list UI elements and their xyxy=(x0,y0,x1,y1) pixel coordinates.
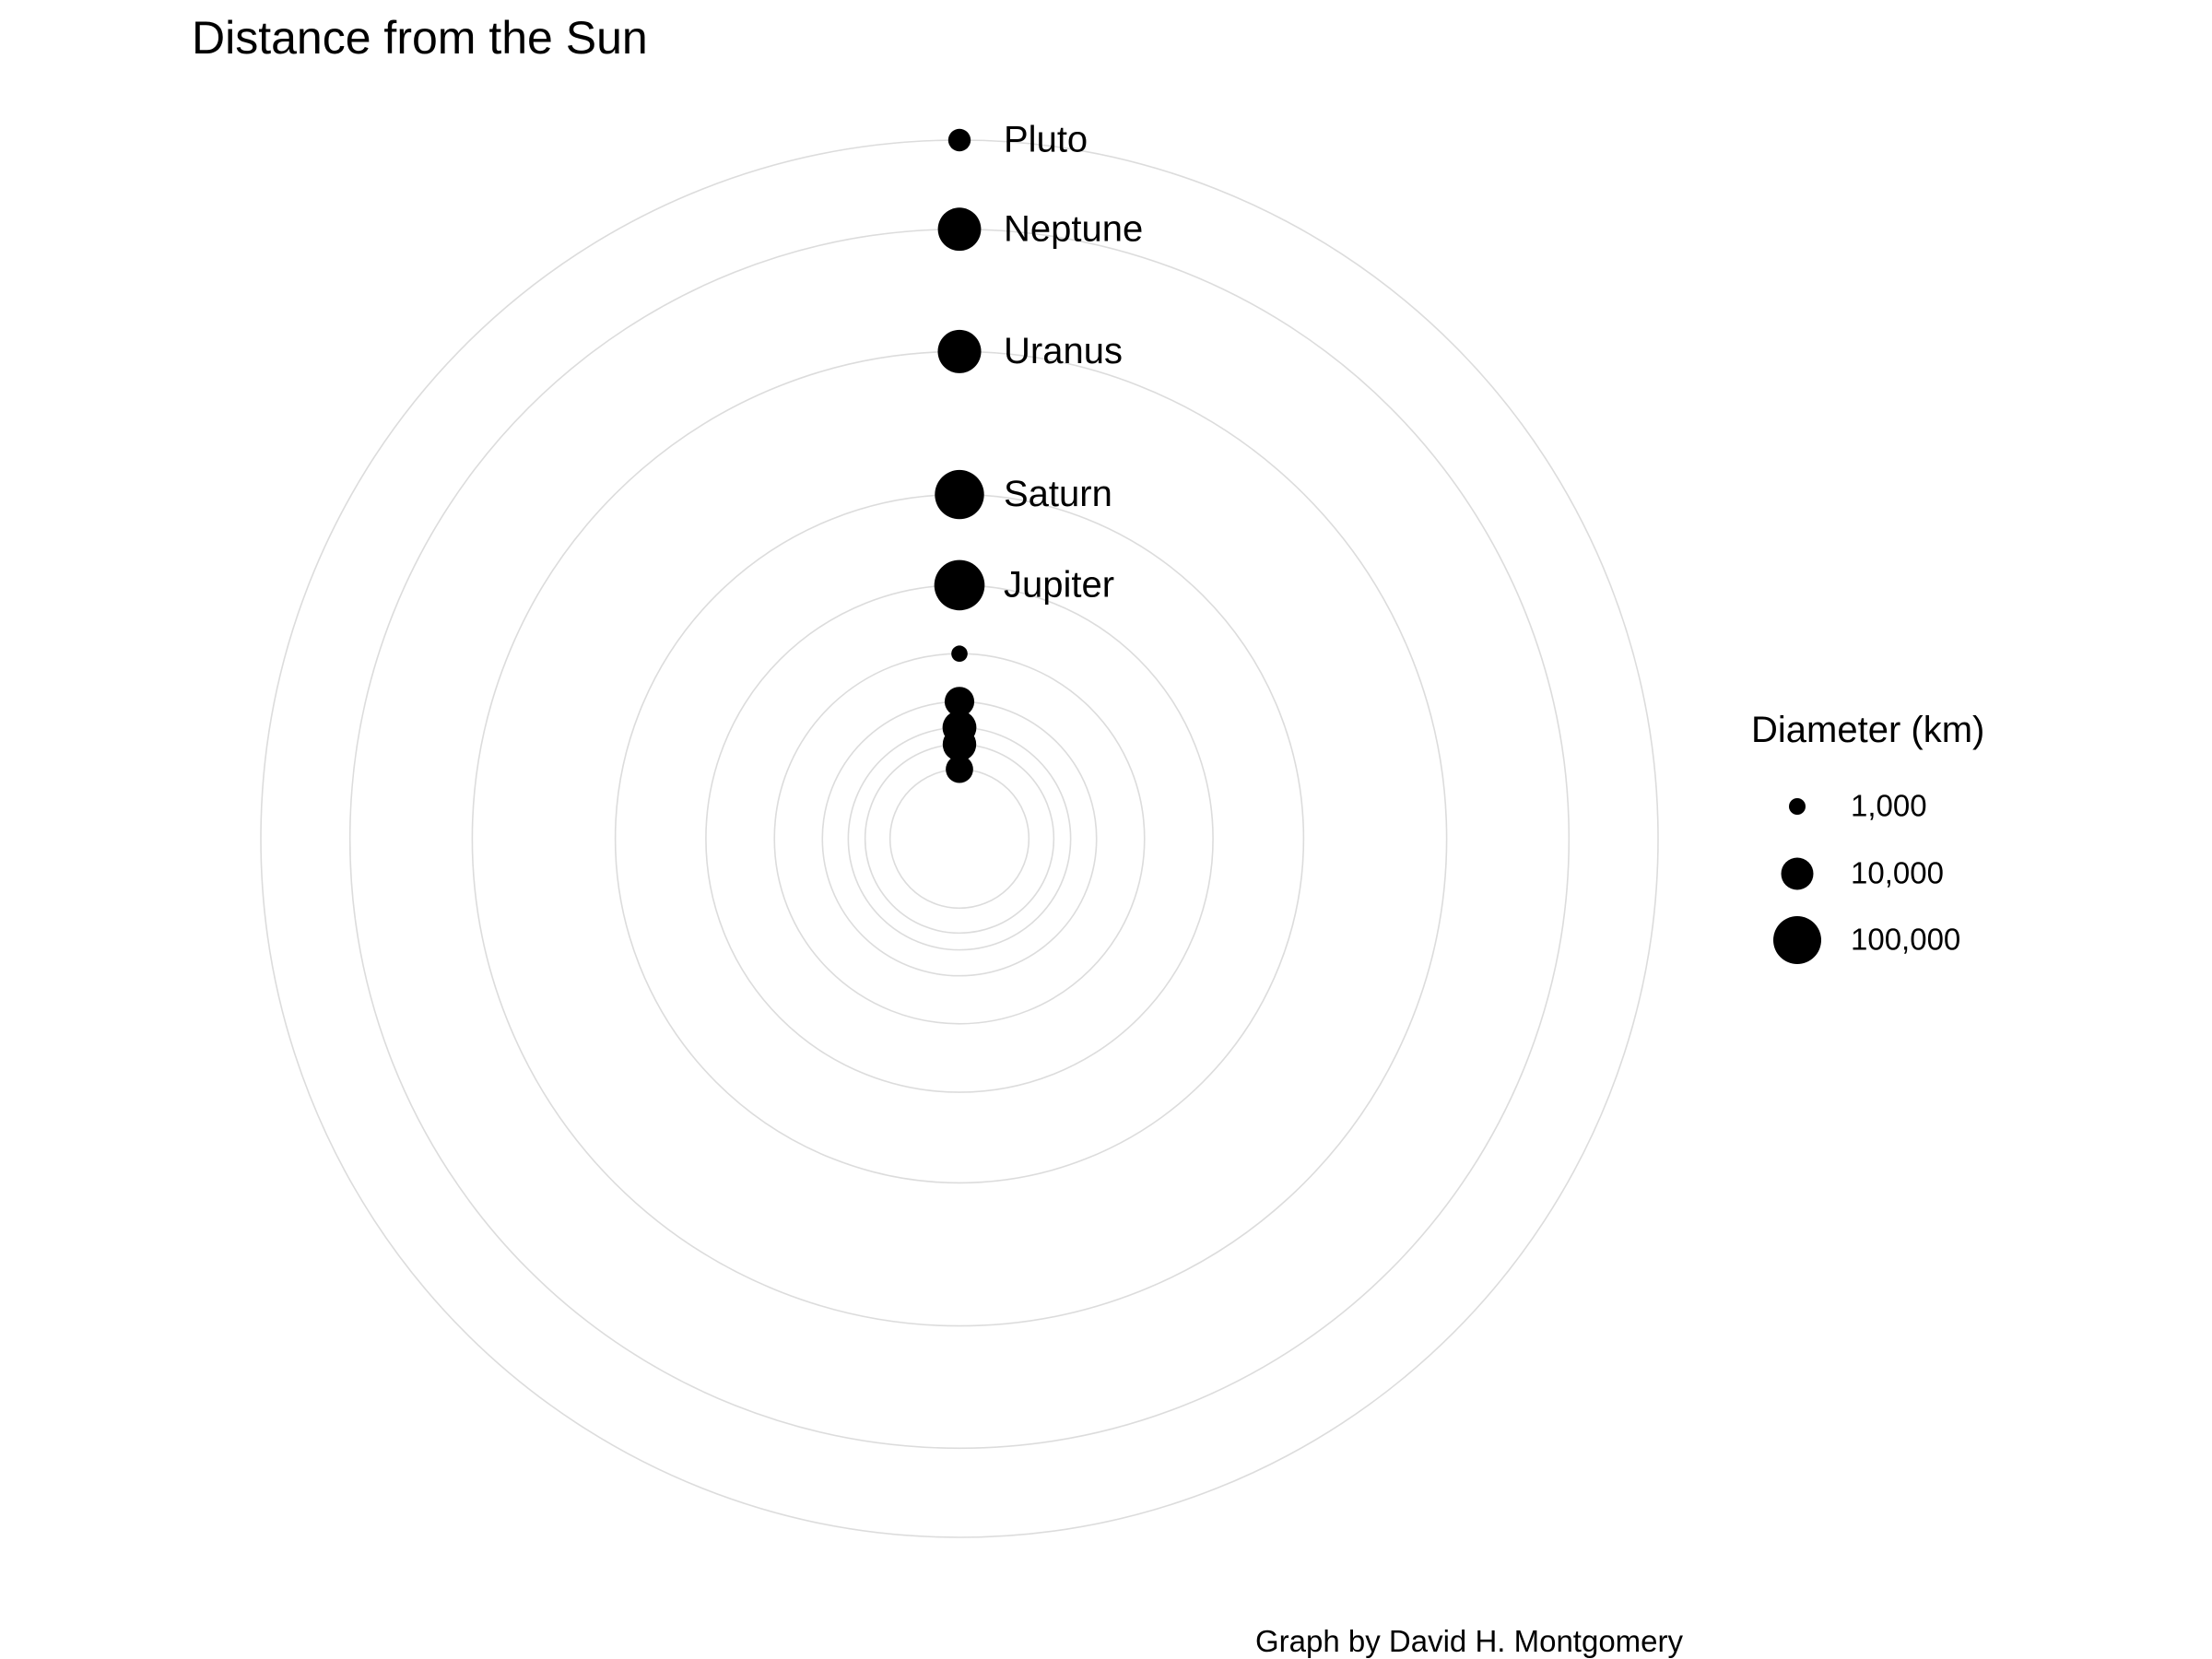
chart-title: Distance from the Sun xyxy=(192,12,648,64)
planet-point-earth xyxy=(942,710,977,745)
legend-key-2 xyxy=(1773,916,1821,964)
planet-labels: Jupiter Saturn Uranus Neptune Pluto xyxy=(1004,120,1143,606)
planet-point-neptune xyxy=(937,207,982,252)
planet-label-pluto: Pluto xyxy=(1004,120,1088,160)
orbit-ring-8 xyxy=(348,228,1571,1450)
legend-key-1 xyxy=(1781,857,1814,890)
planet-point-mars xyxy=(944,687,975,717)
planet-point-jupiter xyxy=(934,559,985,611)
planet-label-uranus: Uranus xyxy=(1004,331,1123,371)
planet-point-uranus xyxy=(937,329,982,373)
planet-point-pluto xyxy=(947,128,971,152)
orbit-ring-0 xyxy=(888,768,1030,910)
planet-label-jupiter: Jupiter xyxy=(1004,564,1114,605)
planet-label-saturn: Saturn xyxy=(1004,474,1112,514)
planet-point-mercury xyxy=(946,755,973,783)
legend-label-2: 100,000 xyxy=(1851,923,1960,957)
legend-key-0 xyxy=(1789,798,1806,815)
planet-label-neptune: Neptune xyxy=(1004,208,1143,249)
planet-point-saturn xyxy=(935,469,984,520)
legend-title: Diameter (km) xyxy=(1751,710,1984,750)
planet-point-ceres xyxy=(951,645,968,663)
legend-label-1: 10,000 xyxy=(1851,856,1944,890)
size-legend: Diameter (km) 1,000 10,000 100,000 xyxy=(1751,710,1984,964)
chart-caption: Graph by David H. Montgomery xyxy=(1255,1624,1684,1658)
planet-points xyxy=(934,128,985,783)
legend-label-0: 1,000 xyxy=(1851,789,1927,823)
